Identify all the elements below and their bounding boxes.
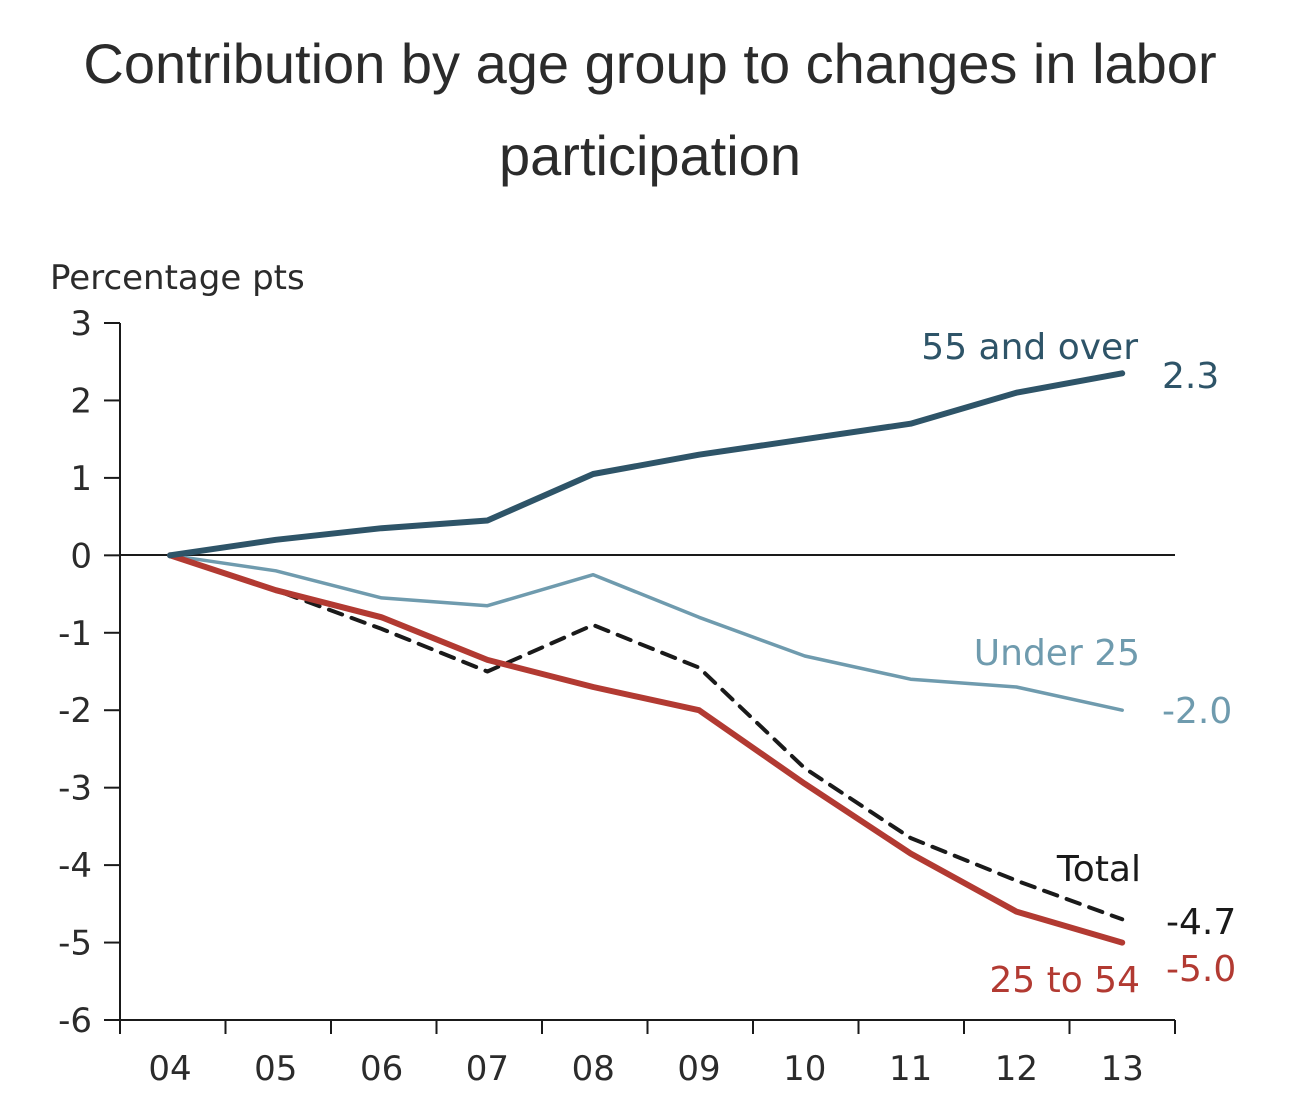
series-line-under-25 [168, 553, 1124, 712]
y-ticks: 3 2 1 0 -1 -2 -3 -4 -5 -6 [58, 304, 120, 1041]
series-end-value-under-25: -2.0 [1162, 691, 1232, 732]
chart-title-line-2: participation [499, 124, 801, 187]
series-name-total: Total [1056, 849, 1141, 890]
y-tick-label: -6 [58, 1001, 92, 1041]
x-tick-label: 09 [677, 1049, 720, 1089]
series-line-total [168, 553, 1125, 922]
x-tick-label: 13 [1101, 1049, 1144, 1089]
y-tick-label: -4 [58, 846, 92, 886]
x-tick-label: 12 [995, 1049, 1038, 1089]
y-tick-label: 0 [70, 536, 92, 576]
series-name-25-to-54: 25 to 54 [989, 960, 1140, 1001]
y-tick-label: -2 [58, 691, 92, 731]
x-tick-label: 07 [466, 1049, 509, 1089]
y-tick-label: -1 [58, 614, 92, 654]
x-tick-label: 04 [148, 1049, 191, 1089]
y-tick-label: 3 [70, 304, 92, 344]
x-tick-label: 10 [783, 1049, 826, 1089]
y-axis-label: Percentage pts [50, 258, 305, 298]
chart-title: Contribution by age group to changes in … [0, 18, 1300, 202]
x-tick-label: 05 [254, 1049, 297, 1089]
y-tick-label: -3 [58, 769, 92, 809]
x-ticks: 04 05 06 07 08 09 10 11 12 13 [119, 1020, 1176, 1089]
x-tick-label: 11 [889, 1049, 932, 1089]
series-end-value-55-and-over: 2.3 [1162, 356, 1219, 397]
y-tick-label: 1 [70, 459, 92, 499]
series-name-under-25: Under 25 [974, 633, 1140, 674]
y-tick-label: -5 [58, 924, 92, 964]
chart-title-line-1: Contribution by age group to changes in … [83, 32, 1217, 95]
series-line-25-to-54 [167, 552, 1126, 946]
y-tick-label: 2 [70, 381, 92, 421]
series-labels: 55 and over 2.3 Under 25 -2.0 Total -4.7 25 to… [921, 327, 1236, 1001]
x-tick-label: 08 [572, 1049, 615, 1089]
x-tick-label: 06 [360, 1049, 403, 1089]
series-line-55-and-over [167, 370, 1126, 559]
series-end-value-25-to-54: -5.0 [1166, 949, 1236, 990]
series-name-55-and-over: 55 and over [921, 327, 1138, 368]
series-lines [167, 370, 1126, 946]
series-end-value-total: -4.7 [1166, 902, 1236, 943]
